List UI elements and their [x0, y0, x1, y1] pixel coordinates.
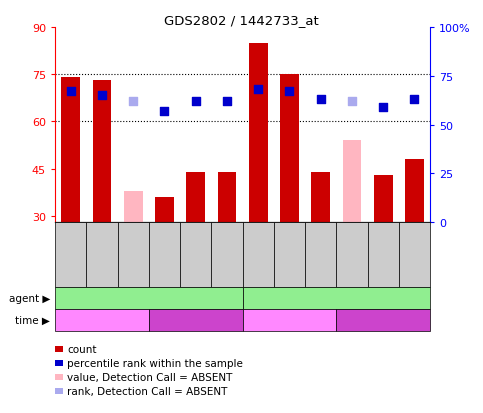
- Bar: [311, 172, 330, 223]
- Text: GDS2802 / 1442733_at: GDS2802 / 1442733_at: [164, 14, 319, 27]
- Text: GSM185964: GSM185964: [98, 228, 106, 282]
- Text: control: control: [317, 293, 355, 303]
- Text: GSM185890: GSM185890: [191, 228, 200, 282]
- Bar: [217, 172, 236, 223]
- Text: GSM185976: GSM185976: [128, 228, 138, 282]
- Point: [379, 104, 387, 111]
- Text: GSM185977: GSM185977: [316, 228, 325, 282]
- Bar: [342, 141, 361, 223]
- Text: GSM185887: GSM185887: [160, 228, 169, 282]
- Text: GSM185923: GSM185923: [285, 228, 294, 282]
- Text: GSM185892: GSM185892: [379, 228, 388, 282]
- Text: GSM185924: GSM185924: [66, 228, 75, 282]
- Bar: [124, 191, 142, 223]
- Bar: [280, 75, 299, 223]
- Text: GSM185888: GSM185888: [347, 228, 356, 282]
- Text: 6 h: 6 h: [93, 315, 111, 325]
- Text: time ▶: time ▶: [15, 315, 50, 325]
- Text: dexamethasone: dexamethasone: [104, 293, 194, 303]
- Text: count: count: [67, 344, 97, 354]
- Point: [98, 93, 106, 99]
- Point: [254, 87, 262, 93]
- Bar: [155, 197, 174, 223]
- Point: [348, 99, 356, 105]
- Point: [285, 89, 293, 95]
- Bar: [186, 172, 205, 223]
- Text: value, Detection Call = ABSENT: value, Detection Call = ABSENT: [67, 372, 232, 382]
- Point: [129, 99, 137, 105]
- Text: 6 h: 6 h: [281, 315, 298, 325]
- Point: [317, 97, 325, 103]
- Text: GSM185893: GSM185893: [410, 228, 419, 282]
- Point: [411, 97, 418, 103]
- Bar: [93, 81, 111, 223]
- Bar: [374, 176, 393, 223]
- Point: [223, 99, 231, 105]
- Text: 24 h: 24 h: [370, 315, 396, 325]
- Text: rank, Detection Call = ABSENT: rank, Detection Call = ABSENT: [67, 386, 227, 396]
- Point: [192, 99, 199, 105]
- Bar: [249, 44, 268, 223]
- Text: GSM185889: GSM185889: [254, 228, 263, 282]
- Text: percentile rank within the sample: percentile rank within the sample: [67, 358, 243, 368]
- Text: GSM185891: GSM185891: [222, 228, 231, 282]
- Point: [67, 89, 74, 95]
- Bar: [61, 78, 80, 223]
- Bar: [405, 160, 424, 223]
- Text: agent ▶: agent ▶: [9, 293, 50, 303]
- Point: [160, 108, 168, 115]
- Text: 24 h: 24 h: [183, 315, 208, 325]
